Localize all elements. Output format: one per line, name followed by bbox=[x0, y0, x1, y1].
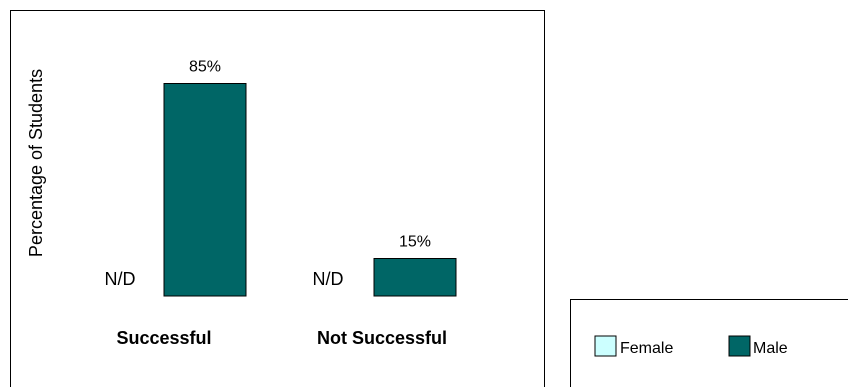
data-label-male-1: 15% bbox=[399, 234, 431, 251]
legend-swatch-male bbox=[729, 336, 750, 356]
bar-male-0 bbox=[164, 84, 246, 297]
plot-area-frame bbox=[11, 11, 545, 388]
legend-swatch-female bbox=[595, 336, 616, 356]
data-label-female-1: N/D bbox=[313, 269, 344, 289]
legend-label-female: Female bbox=[620, 340, 673, 357]
legend-label-male: Male bbox=[753, 340, 788, 357]
y-axis-label: Percentage of Students bbox=[26, 69, 46, 257]
x-tick-label-1: Not Successful bbox=[317, 328, 447, 348]
bar-male-1 bbox=[374, 259, 456, 297]
x-tick-label-0: Successful bbox=[116, 328, 211, 348]
data-label-female-0: N/D bbox=[105, 269, 136, 289]
data-label-male-0: 85% bbox=[189, 59, 221, 76]
